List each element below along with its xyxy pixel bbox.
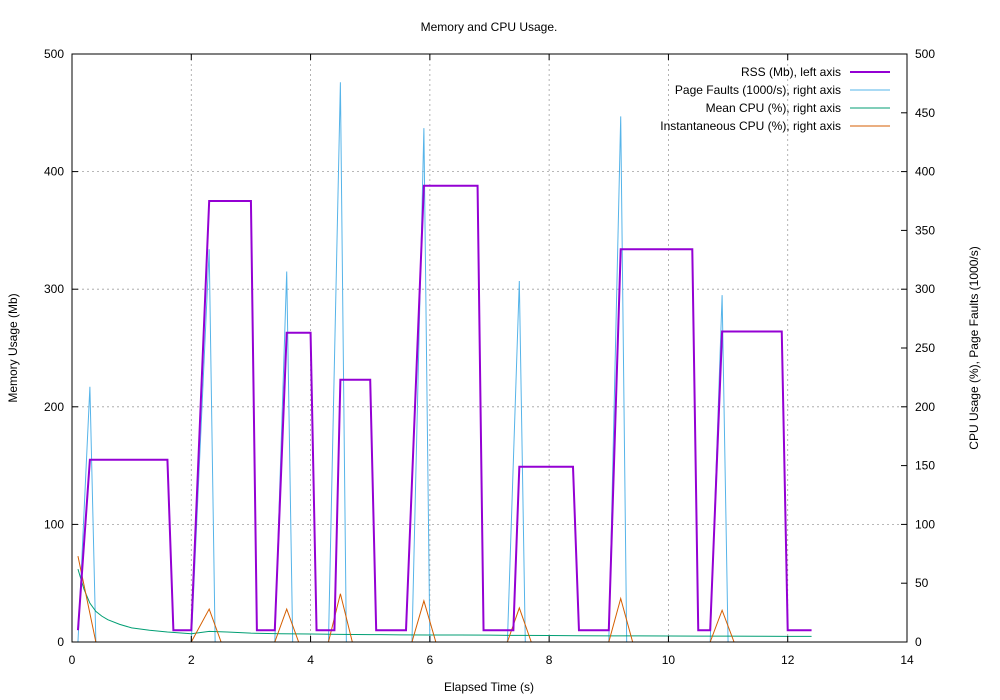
- x-tick-label: 0: [69, 653, 76, 667]
- legend-label: Instantaneous CPU (%), right axis: [660, 119, 841, 133]
- y-axis-right-label: CPU Usage (%), Page Faults (1000/s): [967, 246, 981, 449]
- legend-label: Mean CPU (%), right axis: [706, 101, 841, 115]
- x-tick-label: 6: [427, 653, 434, 667]
- y-axis-left-label: Memory Usage (Mb): [6, 293, 20, 402]
- grid: [72, 54, 907, 642]
- x-tick-label: 14: [900, 653, 914, 667]
- y-left-tick-label: 500: [44, 47, 64, 61]
- x-tick-label: 8: [546, 653, 553, 667]
- y-right-tick-label: 150: [915, 459, 935, 473]
- x-tick-label: 10: [662, 653, 676, 667]
- y-right-tick-label: 50: [915, 576, 929, 590]
- legend-label: RSS (Mb), left axis: [741, 65, 841, 79]
- x-tick-label: 2: [188, 653, 195, 667]
- x-axis-label: Elapsed Time (s): [444, 680, 534, 694]
- y-right-tick-label: 350: [915, 223, 935, 237]
- x-tick-label: 4: [307, 653, 314, 667]
- chart-title: Memory and CPU Usage.: [421, 20, 558, 34]
- y-right-tick-label: 0: [915, 635, 922, 649]
- y-left-tick-label: 0: [57, 635, 64, 649]
- ticks: 0 2 4 6 8 10 12 1401002003004005000501001502002…: [44, 47, 935, 667]
- y-right-tick-label: 100: [915, 517, 935, 531]
- y-left-tick-label: 100: [44, 517, 64, 531]
- legend: RSS (Mb), left axis Page Faults (1000/s),…: [660, 65, 890, 133]
- y-right-tick-label: 400: [915, 165, 935, 179]
- y-left-tick-label: 200: [44, 400, 64, 414]
- series-line-mean-cpu-right-axis: [77, 568, 812, 637]
- y-right-tick-label: 200: [915, 400, 935, 414]
- y-right-tick-label: 300: [915, 282, 935, 296]
- y-left-tick-label: 400: [44, 165, 64, 179]
- y-right-tick-label: 500: [915, 47, 935, 61]
- series-line-rss-mb-left-axis: [76, 184, 812, 632]
- series-layer: [76, 82, 812, 643]
- y-right-tick-label: 250: [915, 341, 935, 355]
- x-tick-label: 12: [781, 653, 795, 667]
- y-right-tick-label: 450: [915, 106, 935, 120]
- series-line-page-faults-1000-s-right-axis: [77, 82, 735, 643]
- y-left-tick-label: 300: [44, 282, 64, 296]
- legend-label: Page Faults (1000/s), right axis: [675, 83, 841, 97]
